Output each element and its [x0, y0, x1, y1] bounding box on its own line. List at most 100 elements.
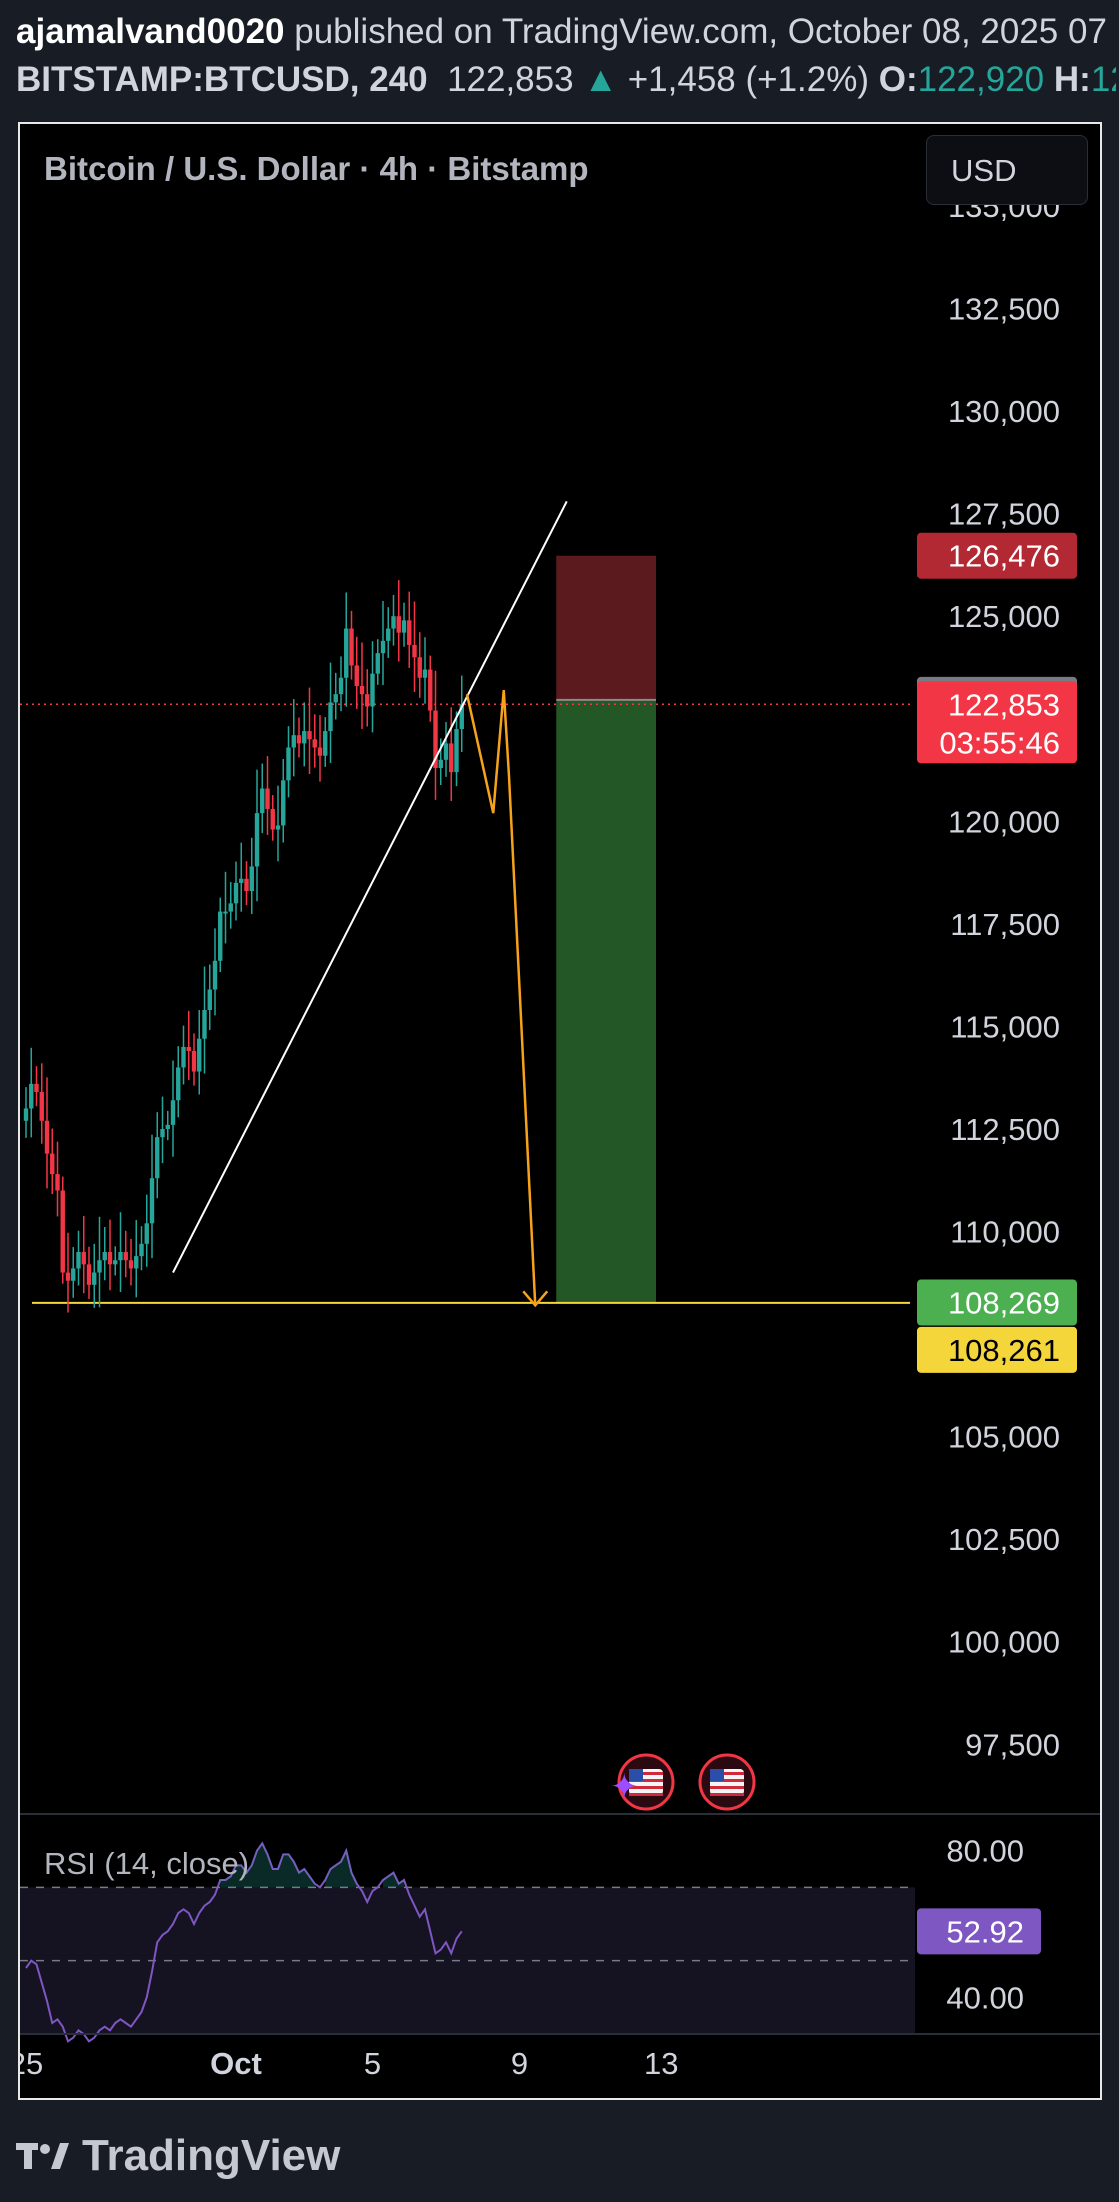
candle-body [333, 694, 338, 703]
rsi-value-label: 52.92 [946, 1914, 1024, 1949]
candle-body [218, 911, 223, 961]
candle-body [296, 735, 302, 744]
y-tick-label: 102,500 [948, 1522, 1060, 1557]
candle-body [176, 1067, 181, 1101]
candle-body [354, 665, 359, 686]
candle-body [239, 878, 244, 883]
y-tick-label: 127,500 [948, 497, 1060, 532]
tv-logo-icon [16, 2143, 69, 2169]
support-price-label: 108,261 [948, 1333, 1060, 1368]
tradingview-logo[interactable]: TradingView [16, 2128, 340, 2184]
y-tick-label: 117,500 [950, 907, 1060, 942]
publish-text: published on TradingView.com, October 08… [284, 12, 1107, 51]
candle-body [128, 1260, 134, 1269]
us-event-flag-icon-stripe [710, 1786, 744, 1789]
symbol-info: BITSTAMP:BTCUSD, 240 122,853 ▲ +1,458 (+… [16, 60, 1116, 100]
candle-body [29, 1083, 34, 1109]
candle-body [60, 1190, 65, 1273]
candle-body [344, 628, 349, 678]
candle-body [449, 743, 454, 773]
candle-body [317, 747, 323, 756]
candle-body [97, 1260, 102, 1273]
pane-title: Bitcoin / U.S. Dollar · 4h · Bitstamp [44, 150, 589, 187]
rsi-tick-label: 40.00 [946, 1980, 1024, 2015]
rsi-overbought-fill [325, 1850, 357, 1888]
us-event-flag-icon-stripe [629, 1772, 663, 1775]
candle-body [349, 628, 354, 666]
projection-arrowhead [522, 1290, 549, 1308]
candle-body [228, 903, 233, 912]
y-tick-label: 125,000 [948, 599, 1060, 634]
us-event-flag-icon-stripe [629, 1779, 663, 1782]
y-tick-label: 105,000 [948, 1420, 1060, 1455]
candle-body [386, 628, 391, 641]
candle-body [328, 702, 333, 732]
high-value: 123 [1090, 60, 1116, 99]
currency-button[interactable]: USD [926, 135, 1088, 205]
us-event-flag-icon-stripe [629, 1793, 663, 1796]
y-tick-label: 120,000 [948, 804, 1060, 839]
open-label: O: [878, 60, 918, 99]
candle-body [338, 677, 344, 695]
candle-body [71, 1268, 76, 1281]
stop-price-label: 126,476 [948, 539, 1060, 574]
candle-body [181, 1046, 186, 1068]
candle-body [265, 788, 270, 810]
take-profit-zone [556, 699, 656, 1303]
price-change: +1,458 (+1.2%) [627, 60, 869, 99]
candle-body [454, 729, 459, 773]
x-tick-label: 13 [644, 2046, 678, 2081]
candle-body [113, 1260, 118, 1265]
rsi-value-label-bg [917, 1908, 1041, 1955]
candle-body [212, 960, 218, 990]
author-name[interactable]: ajamalvand0020 [16, 12, 285, 51]
candle-body [165, 1124, 170, 1129]
candle-body [233, 882, 239, 904]
us-event-flag-icon-canton [710, 1769, 724, 1781]
x-tick-label: 9 [511, 2046, 528, 2081]
chart-canvas[interactable]: 135,000132,500130,000127,500125,000120,0… [20, 124, 1100, 2098]
rsi-tick-label: 80.00 [946, 1834, 1024, 1869]
y-tick-label: 112,500 [950, 1112, 1060, 1147]
candle-body [359, 685, 365, 695]
brand-name: TradingView [82, 2131, 341, 2180]
candle-body [23, 1108, 29, 1121]
y-tick-label: 100,000 [948, 1625, 1060, 1660]
sparkle-icon: ✦ [610, 1768, 639, 1806]
us-event-flag-icon-stripe [629, 1786, 663, 1789]
x-tick-label: Oct [210, 2046, 262, 2081]
open-value: 122,920 [917, 60, 1045, 99]
candle-body [139, 1243, 144, 1257]
candle-body [291, 735, 296, 748]
candle-body [76, 1252, 81, 1269]
last-price-label-countdown: 03:55:46 [939, 725, 1060, 760]
us-event-flag-icon-canton [629, 1769, 643, 1781]
candle-body [50, 1153, 55, 1175]
candle-body [202, 1010, 207, 1039]
high-label: H: [1053, 60, 1091, 99]
candle-body [375, 653, 380, 674]
candle-body [281, 780, 286, 826]
candle-body [312, 739, 317, 748]
y-tick-label: 115,000 [950, 1009, 1060, 1044]
support-price-label-bg [917, 1326, 1077, 1373]
last-price-label: 122,853 [948, 687, 1060, 722]
candle-body [34, 1083, 39, 1093]
candle-body [323, 731, 328, 756]
candle-body [254, 813, 260, 867]
stop-loss-zone [556, 555, 656, 700]
candle-body [433, 710, 438, 769]
candle-body [244, 878, 249, 892]
chart-frame[interactable]: 135,000 132,500 130,000 127,500 125,000 120,0… [18, 122, 1102, 2100]
candle-body [102, 1252, 107, 1261]
y-tick-label: 132,500 [948, 292, 1060, 327]
candle-body [92, 1272, 97, 1285]
last-price-label-bg [917, 681, 1077, 764]
candle-body [422, 669, 428, 678]
candle-body [428, 669, 433, 711]
candle-body [81, 1252, 86, 1265]
candle-body [86, 1264, 92, 1285]
candle-body [197, 1038, 202, 1072]
candle-body [417, 657, 422, 678]
candle-body [443, 743, 449, 760]
